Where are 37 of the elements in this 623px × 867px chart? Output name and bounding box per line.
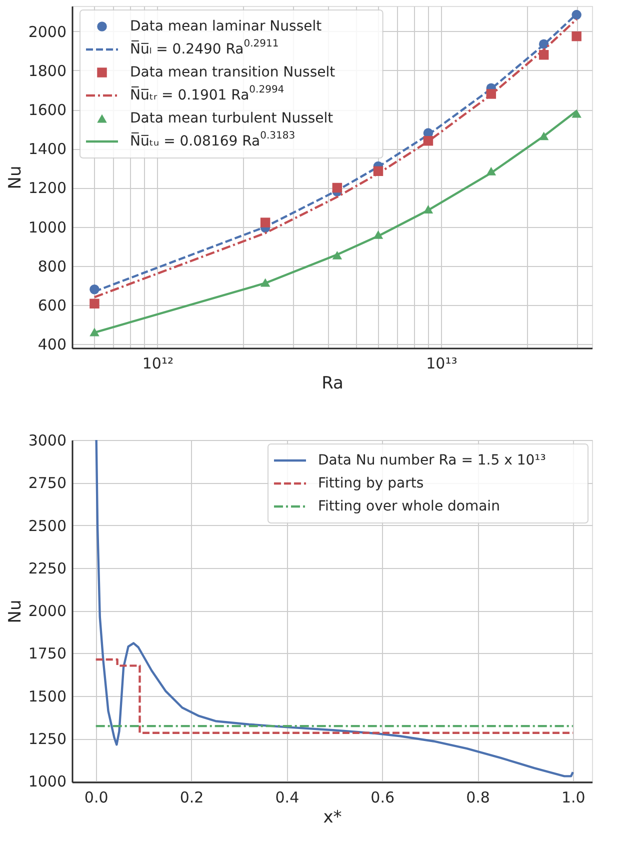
y-tick-label: 2000 [28,602,66,620]
y-tick-label: 1400 [28,140,66,158]
y-tick-label: 1500 [28,687,66,706]
legend-label: Data Nu number Ra = 1.5 x 10¹³ [318,452,546,468]
y-tick-label: 2000 [28,22,66,41]
y-tick-label: 2250 [28,559,66,578]
x-tick-label: 10¹² [142,354,174,372]
legend-label: Data mean turbulent Nusselt [130,110,334,126]
y-tick-label: 1800 [28,62,66,80]
y-tick-label: 1200 [28,179,66,198]
x-tick-label: 0.6 [370,788,395,806]
y-tick-label: 3000 [28,432,66,450]
x-tick-label: 0.0 [84,788,108,806]
y-tick-label: 600 [38,296,66,315]
y-tick-label: 2500 [28,516,66,535]
line-series [95,440,574,778]
y-tick-label: 1750 [28,644,66,663]
x-tick-label: 0.4 [275,788,300,806]
y-tick-label: 1600 [28,101,66,120]
legend-label: Fitting by parts [318,476,424,492]
x-axis-title: Ra [322,374,344,394]
x-tick-label: 10¹³ [426,354,458,372]
y-axis-title: Nu [5,600,26,624]
legend-label: Fitting over whole domain [318,498,500,514]
x-tick-label: 0.8 [466,788,490,806]
x-axis-title: x* [323,808,342,828]
legend-label: Data mean transition Nusselt [130,64,336,80]
y-tick-label: 1250 [28,730,66,748]
x-tick-label: 0.2 [180,788,204,806]
y-axis-title: Nu [5,166,26,190]
y-tick-label: 400 [38,336,66,354]
x-tick-label: 1.0 [561,788,586,806]
y-tick-label: 800 [38,257,66,276]
y-tick-label: 1000 [28,772,66,791]
y-tick-label: 2750 [28,474,66,492]
legend-label: Data mean laminar Nusselt [130,18,322,34]
y-tick-label: 1000 [28,218,66,236]
